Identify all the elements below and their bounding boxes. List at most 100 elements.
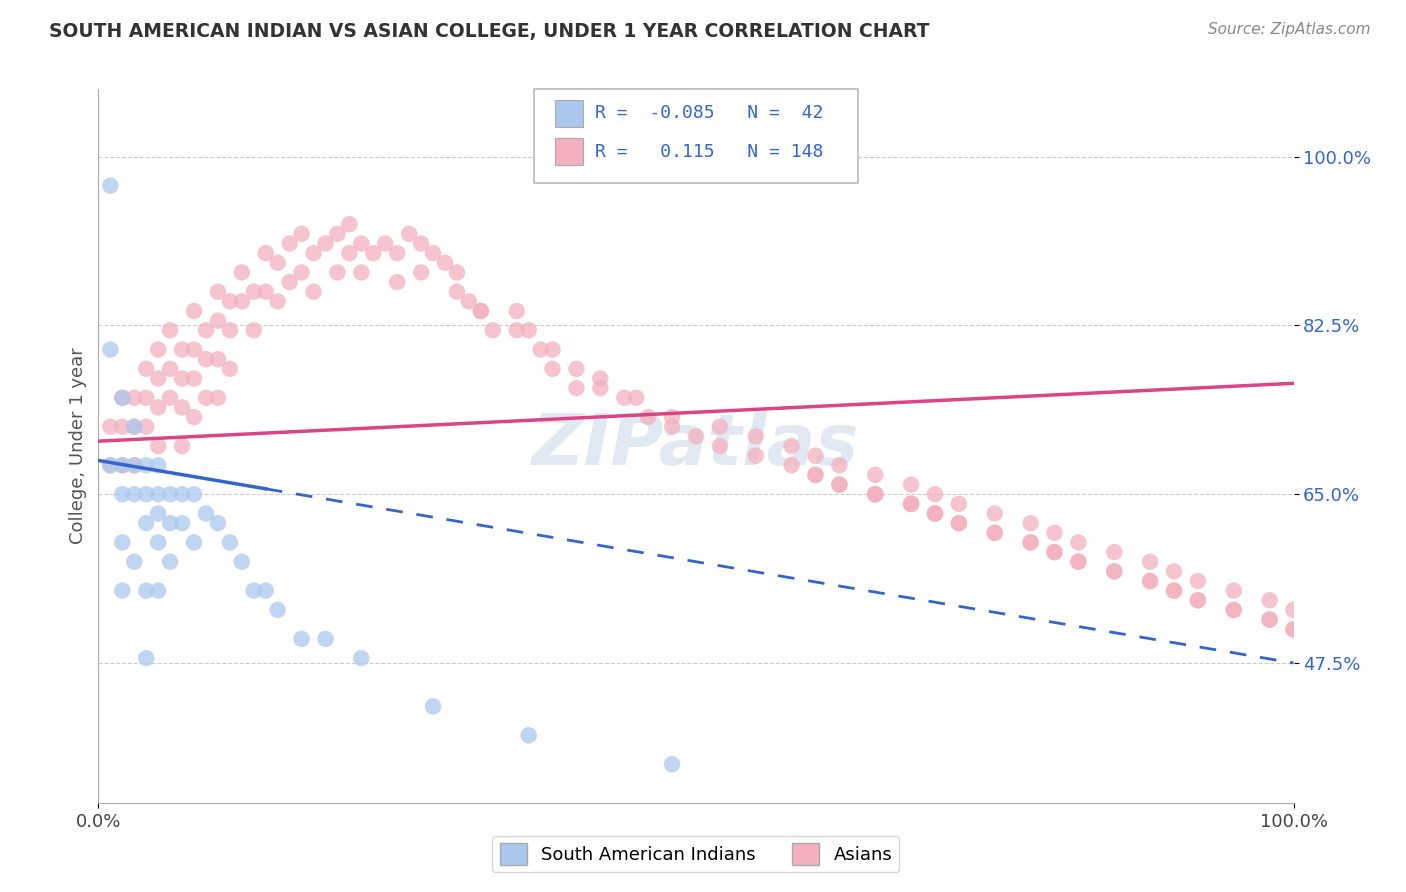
- Point: [124, 419, 146, 434]
- Point: [1043, 525, 1066, 540]
- Point: [745, 449, 768, 463]
- Point: [1019, 535, 1042, 549]
- Point: [219, 362, 242, 376]
- Point: [243, 285, 266, 299]
- Point: [948, 516, 970, 530]
- Text: R =   0.115   N = 148: R = 0.115 N = 148: [595, 143, 823, 161]
- Point: [111, 458, 134, 473]
- Point: [243, 583, 266, 598]
- Legend: South American Indians, Asians: South American Indians, Asians: [492, 836, 900, 872]
- Point: [135, 583, 157, 598]
- Point: [231, 265, 253, 279]
- Point: [865, 467, 887, 482]
- Point: [135, 651, 157, 665]
- Point: [589, 381, 612, 395]
- Point: [924, 507, 946, 521]
- Point: [613, 391, 636, 405]
- Point: [98, 458, 122, 473]
- Point: [984, 525, 1007, 540]
- Point: [804, 449, 827, 463]
- Point: [458, 294, 481, 309]
- Point: [470, 304, 492, 318]
- Point: [315, 632, 337, 646]
- Point: [1104, 565, 1126, 579]
- Point: [1223, 583, 1246, 598]
- Point: [350, 236, 373, 251]
- Point: [1258, 613, 1281, 627]
- Point: [865, 487, 887, 501]
- Point: [172, 401, 194, 415]
- Point: [159, 362, 181, 376]
- Point: [326, 227, 349, 241]
- Point: [924, 507, 946, 521]
- Text: ZIPatlas: ZIPatlas: [533, 411, 859, 481]
- Point: [1067, 555, 1090, 569]
- Point: [1104, 565, 1126, 579]
- Point: [1139, 574, 1161, 588]
- Point: [148, 583, 170, 598]
- Point: [1282, 603, 1305, 617]
- Point: [302, 285, 325, 299]
- Point: [1258, 593, 1281, 607]
- Point: [900, 497, 922, 511]
- Point: [745, 429, 768, 443]
- Point: [148, 371, 170, 385]
- Point: [278, 236, 301, 251]
- Point: [637, 410, 659, 425]
- Point: [685, 429, 707, 443]
- Text: R =  -0.085   N =  42: R = -0.085 N = 42: [595, 104, 823, 122]
- Point: [267, 603, 290, 617]
- Point: [948, 497, 970, 511]
- Point: [254, 583, 277, 598]
- Point: [159, 555, 181, 569]
- Point: [350, 651, 373, 665]
- Point: [291, 632, 314, 646]
- Point: [111, 391, 134, 405]
- Point: [1067, 555, 1090, 569]
- Point: [111, 487, 134, 501]
- Point: [924, 487, 946, 501]
- Point: [219, 294, 242, 309]
- Point: [1282, 622, 1305, 636]
- Point: [1043, 545, 1066, 559]
- Point: [865, 487, 887, 501]
- Point: [148, 343, 170, 357]
- Point: [135, 516, 157, 530]
- Point: [804, 467, 827, 482]
- Point: [339, 246, 361, 260]
- Point: [98, 458, 122, 473]
- Point: [291, 227, 314, 241]
- Point: [124, 487, 146, 501]
- Point: [780, 439, 803, 453]
- Point: [219, 323, 242, 337]
- Point: [661, 410, 683, 425]
- Point: [374, 236, 396, 251]
- Point: [1019, 535, 1042, 549]
- Point: [530, 343, 553, 357]
- Point: [124, 419, 146, 434]
- Point: [183, 304, 205, 318]
- Point: [1139, 574, 1161, 588]
- Point: [565, 381, 588, 395]
- Point: [124, 391, 146, 405]
- Point: [780, 458, 803, 473]
- Point: [148, 458, 170, 473]
- Point: [589, 371, 612, 385]
- Point: [506, 323, 529, 337]
- Point: [195, 323, 218, 337]
- Point: [98, 419, 122, 434]
- Point: [207, 516, 229, 530]
- Point: [159, 487, 181, 501]
- Point: [1187, 593, 1209, 607]
- Point: [661, 757, 683, 772]
- Point: [398, 227, 420, 241]
- Point: [159, 391, 181, 405]
- Point: [159, 323, 181, 337]
- Point: [183, 410, 205, 425]
- Point: [517, 323, 540, 337]
- Point: [291, 265, 314, 279]
- Point: [1019, 516, 1042, 530]
- Point: [541, 343, 564, 357]
- Point: [148, 535, 170, 549]
- Point: [172, 439, 194, 453]
